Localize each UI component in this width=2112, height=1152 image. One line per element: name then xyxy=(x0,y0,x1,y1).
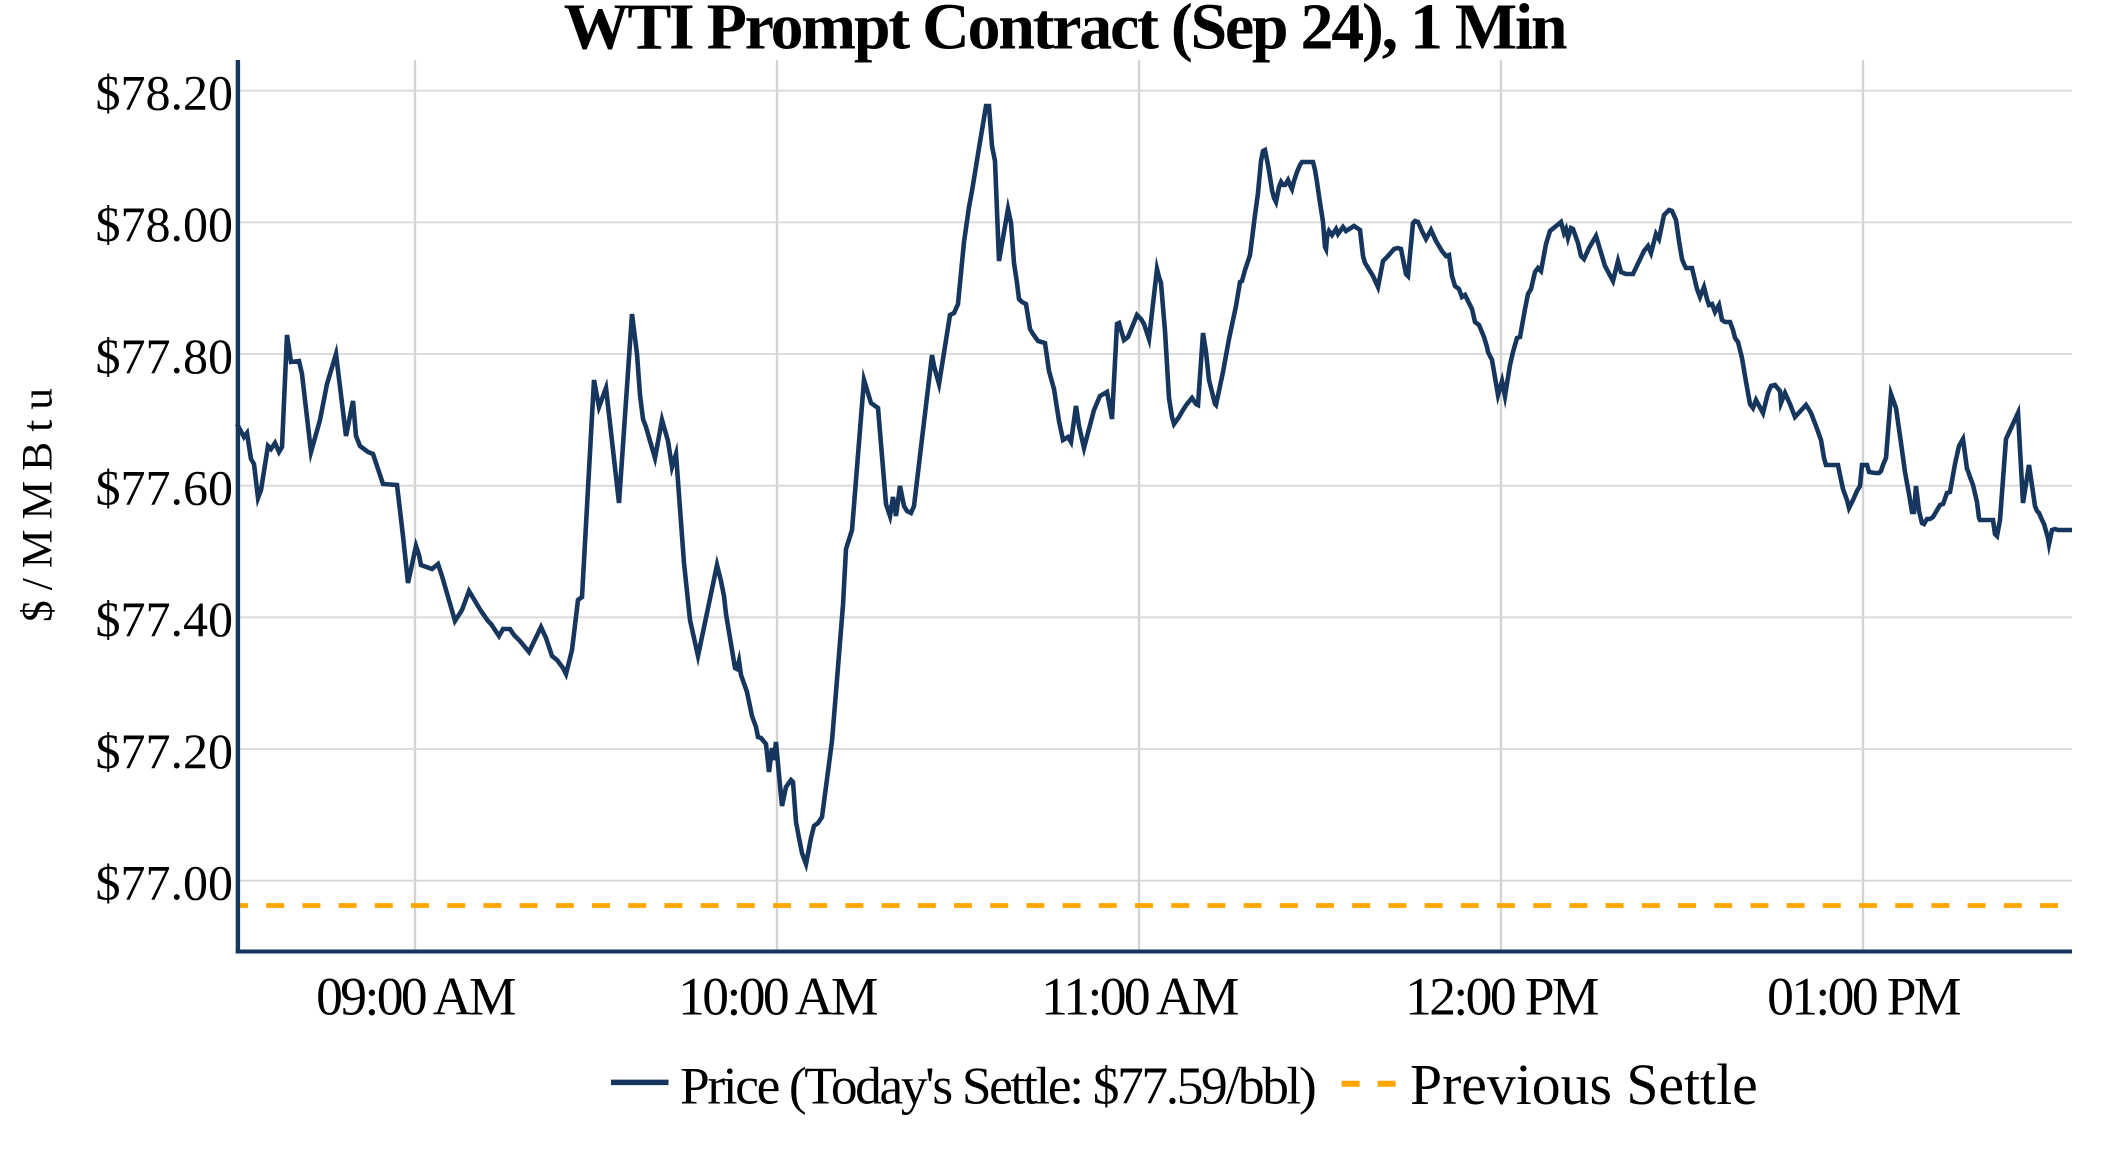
svg-text:Previous Settle: Previous Settle xyxy=(1410,1054,1758,1117)
svg-text:09:00 AM: 09:00 AM xyxy=(316,966,515,1026)
svg-text:01:00 PM: 01:00 PM xyxy=(1767,966,1960,1026)
svg-text:$77.00: $77.00 xyxy=(96,855,234,911)
svg-text:$78.00: $78.00 xyxy=(96,196,234,252)
svg-text:12:00 PM: 12:00 PM xyxy=(1405,966,1598,1026)
svg-text:$77.60: $77.60 xyxy=(96,460,234,516)
svg-text:$/MMBtu: $/MMBtu xyxy=(14,378,62,622)
svg-text:WTI Prompt Contract (Sep 24),: WTI Prompt Contract (Sep 24), 1 Min xyxy=(564,0,1567,64)
svg-text:Price (Today's Settle: $77.59/: Price (Today's Settle: $77.59/bbl) xyxy=(680,1056,1315,1116)
svg-text:11:00 AM: 11:00 AM xyxy=(1041,966,1238,1026)
svg-text:$77.40: $77.40 xyxy=(96,591,234,647)
svg-text:10:00 AM: 10:00 AM xyxy=(678,966,877,1026)
svg-text:$77.20: $77.20 xyxy=(96,723,234,779)
svg-text:$77.80: $77.80 xyxy=(96,328,234,384)
svg-text:$78.20: $78.20 xyxy=(96,65,234,121)
